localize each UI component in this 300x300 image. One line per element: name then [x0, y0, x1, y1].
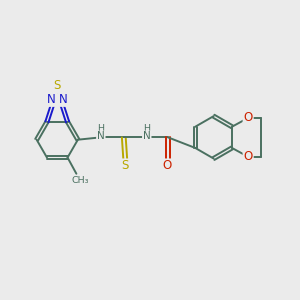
Text: CH₃: CH₃ [71, 176, 89, 185]
Text: S: S [122, 159, 129, 172]
Text: N: N [47, 93, 56, 106]
Text: N: N [58, 93, 67, 106]
Text: H: H [97, 124, 104, 133]
Text: N: N [97, 131, 105, 142]
Text: O: O [244, 111, 253, 124]
Text: O: O [163, 159, 172, 172]
Text: O: O [244, 150, 253, 163]
Text: H: H [143, 124, 150, 133]
Text: S: S [54, 80, 61, 92]
Text: N: N [143, 131, 151, 142]
